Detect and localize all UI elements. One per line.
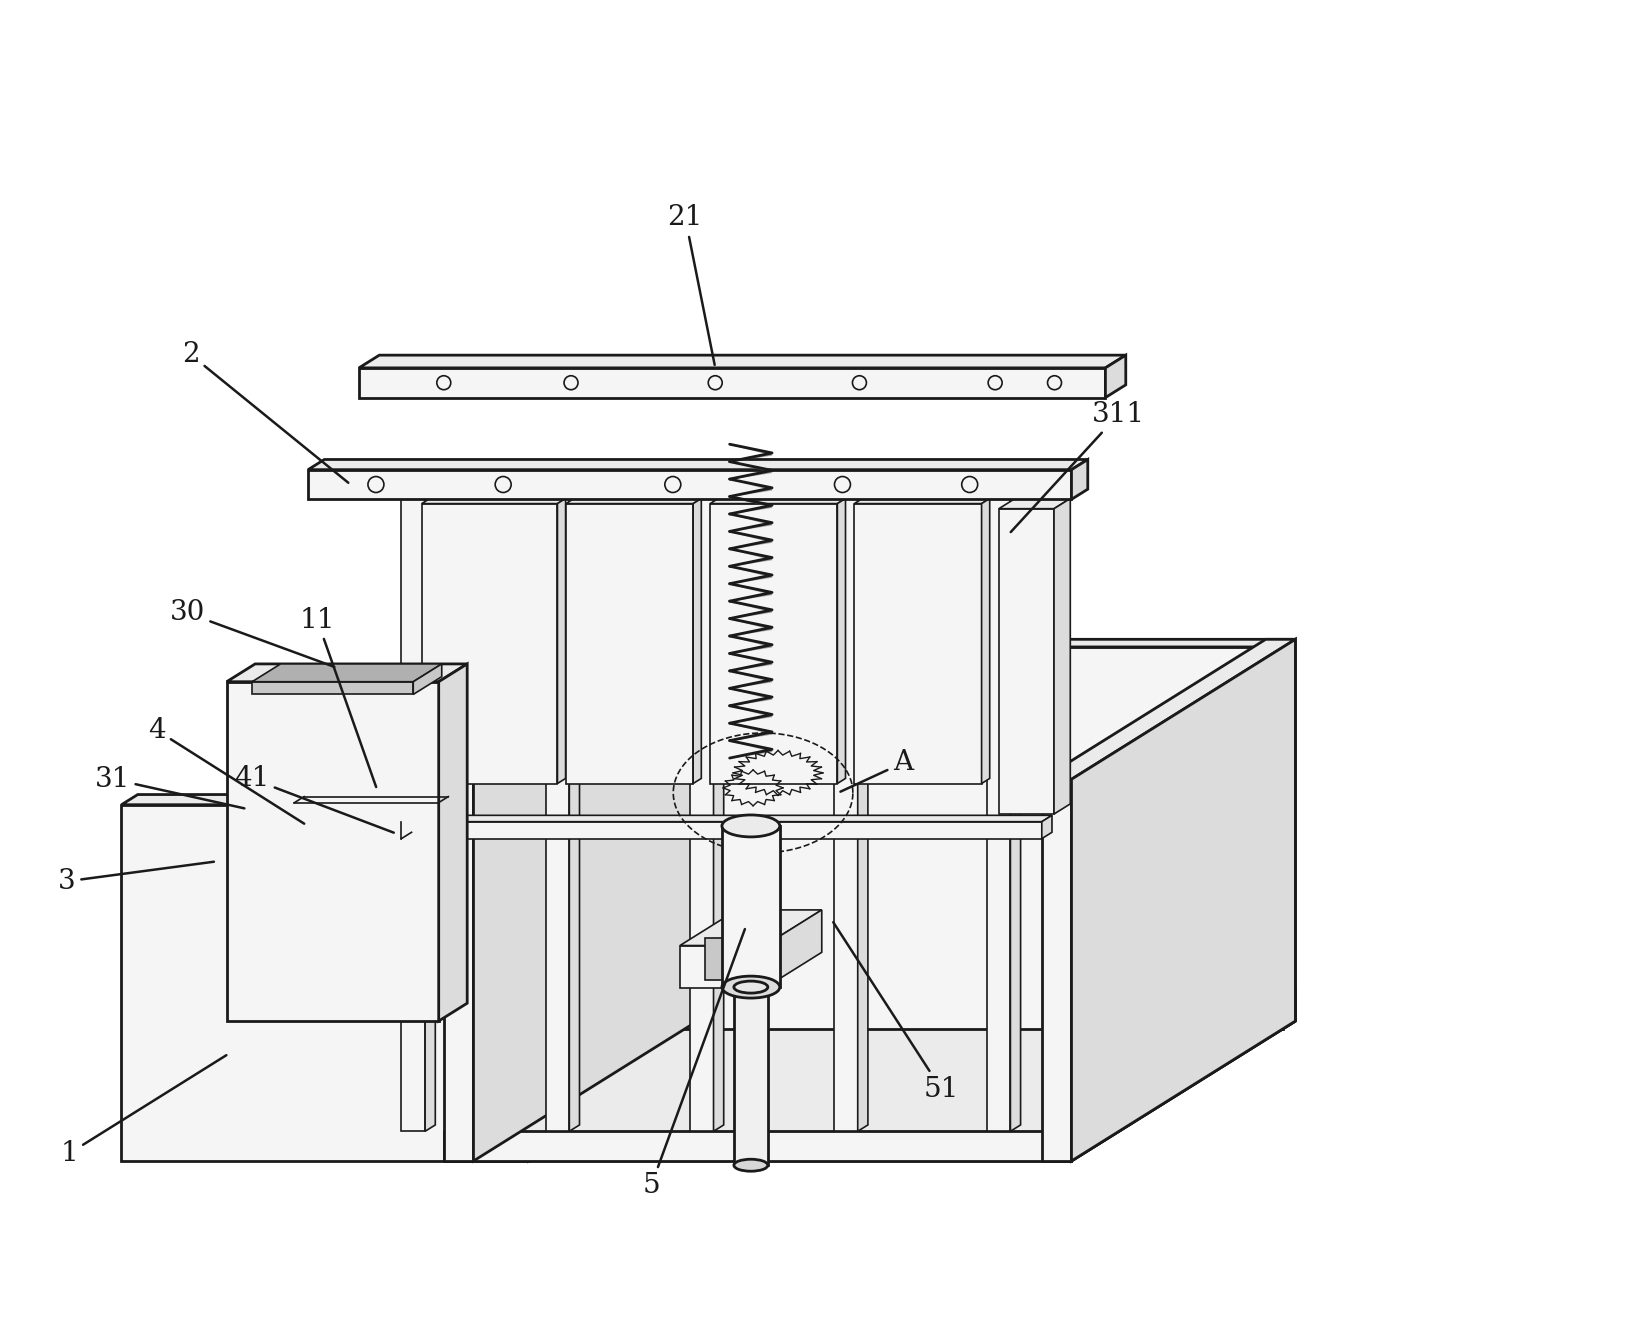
Polygon shape	[1041, 639, 1295, 780]
Polygon shape	[1071, 459, 1087, 499]
Text: 21: 21	[668, 204, 714, 365]
Text: 41: 41	[234, 765, 393, 832]
Polygon shape	[730, 706, 772, 723]
Polygon shape	[730, 601, 772, 619]
Polygon shape	[730, 688, 772, 706]
Polygon shape	[1041, 816, 1051, 839]
Polygon shape	[1041, 780, 1071, 1161]
Polygon shape	[252, 664, 443, 682]
Text: 311: 311	[1010, 401, 1145, 531]
Polygon shape	[730, 514, 772, 531]
Ellipse shape	[734, 981, 768, 993]
Polygon shape	[474, 639, 697, 1161]
Polygon shape	[982, 498, 990, 784]
Polygon shape	[569, 493, 579, 1131]
Polygon shape	[1054, 498, 1071, 815]
Polygon shape	[730, 654, 772, 671]
Ellipse shape	[722, 815, 780, 837]
Text: 5: 5	[642, 929, 745, 1200]
Polygon shape	[711, 503, 837, 784]
Polygon shape	[730, 479, 772, 497]
Polygon shape	[444, 780, 474, 1161]
Polygon shape	[765, 910, 822, 988]
Polygon shape	[424, 493, 436, 1131]
Polygon shape	[999, 509, 1054, 815]
Polygon shape	[655, 647, 1283, 1029]
Polygon shape	[558, 498, 566, 784]
Polygon shape	[444, 1021, 1295, 1161]
Ellipse shape	[734, 1159, 768, 1172]
Polygon shape	[359, 368, 1105, 397]
Polygon shape	[730, 549, 772, 566]
Polygon shape	[359, 356, 1125, 368]
Polygon shape	[711, 498, 846, 503]
Polygon shape	[679, 910, 822, 946]
Polygon shape	[1071, 639, 1295, 1161]
Polygon shape	[444, 639, 697, 780]
Polygon shape	[730, 671, 772, 688]
Polygon shape	[275, 821, 1041, 839]
Polygon shape	[730, 444, 772, 462]
Polygon shape	[730, 584, 772, 601]
Polygon shape	[730, 723, 772, 741]
Polygon shape	[854, 498, 990, 503]
Polygon shape	[528, 794, 544, 1161]
Polygon shape	[566, 503, 693, 784]
Polygon shape	[439, 664, 467, 1021]
Polygon shape	[999, 498, 1071, 509]
Polygon shape	[308, 459, 1087, 470]
Polygon shape	[444, 1131, 1071, 1161]
Text: A: A	[841, 749, 913, 792]
Polygon shape	[714, 493, 724, 1131]
Polygon shape	[308, 470, 1071, 499]
Text: 30: 30	[169, 600, 334, 667]
Polygon shape	[227, 664, 467, 682]
Polygon shape	[655, 639, 1295, 647]
Polygon shape	[1010, 493, 1020, 1131]
Text: 51: 51	[834, 922, 959, 1103]
Polygon shape	[987, 499, 1010, 1131]
Text: 1: 1	[61, 1055, 227, 1168]
Polygon shape	[730, 636, 772, 654]
Polygon shape	[122, 794, 544, 805]
Polygon shape	[679, 946, 765, 988]
Polygon shape	[421, 498, 566, 503]
Polygon shape	[730, 619, 772, 636]
Text: 2: 2	[183, 341, 349, 483]
Text: 4: 4	[148, 717, 304, 824]
Polygon shape	[693, 498, 701, 784]
FancyBboxPatch shape	[734, 988, 768, 1165]
Polygon shape	[730, 566, 772, 584]
Polygon shape	[401, 499, 424, 1131]
Polygon shape	[122, 805, 528, 1161]
Text: 11: 11	[299, 607, 377, 786]
Polygon shape	[857, 493, 869, 1131]
Polygon shape	[252, 682, 413, 694]
Polygon shape	[546, 499, 569, 1131]
Polygon shape	[1283, 639, 1295, 1029]
Polygon shape	[227, 682, 439, 1021]
Text: 31: 31	[95, 765, 245, 808]
Polygon shape	[689, 499, 714, 1131]
Polygon shape	[834, 499, 857, 1131]
Text: 3: 3	[58, 862, 214, 895]
Polygon shape	[421, 503, 558, 784]
Polygon shape	[1071, 992, 1295, 1161]
Polygon shape	[837, 498, 846, 784]
Polygon shape	[730, 497, 772, 514]
Polygon shape	[854, 503, 982, 784]
FancyBboxPatch shape	[722, 825, 780, 988]
Polygon shape	[730, 741, 772, 758]
Polygon shape	[704, 938, 765, 980]
Polygon shape	[566, 498, 701, 503]
Polygon shape	[275, 816, 1051, 821]
Polygon shape	[730, 531, 772, 549]
Polygon shape	[730, 462, 772, 479]
Polygon shape	[413, 664, 443, 694]
Ellipse shape	[722, 976, 780, 998]
Polygon shape	[1105, 356, 1125, 397]
